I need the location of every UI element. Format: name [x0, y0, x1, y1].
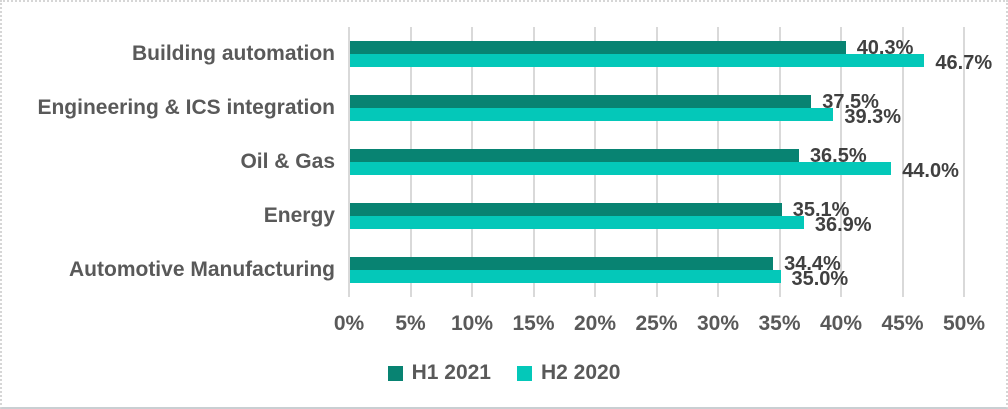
legend-item: H1 2021	[387, 361, 491, 385]
bar	[350, 216, 804, 229]
category-label: Building automation	[132, 42, 335, 65]
bar	[350, 41, 846, 54]
bar	[350, 108, 834, 121]
x-tick-label: 40%	[819, 312, 863, 335]
gridline	[348, 27, 350, 297]
x-tick-label: 15%	[512, 312, 555, 335]
x-tick-label: 30%	[696, 312, 740, 335]
value-label: 34.4%	[784, 252, 841, 275]
legend-label: H1 2021	[411, 361, 491, 384]
bar	[350, 95, 812, 108]
legend-swatch	[517, 365, 532, 381]
value-label: 40.3%	[856, 36, 914, 59]
value-label: 35.1%	[792, 198, 850, 221]
x-tick-label: 0%	[333, 312, 365, 335]
x-tick-label: 5%	[395, 312, 426, 335]
bar	[350, 257, 774, 270]
bar	[350, 270, 781, 283]
value-label: 44.0%	[902, 159, 959, 182]
x-tick-label: 25%	[635, 312, 678, 335]
value-label: 35.0%	[791, 267, 849, 290]
gridline	[963, 27, 965, 297]
value-label: 46.7%	[935, 51, 993, 74]
value-label: 39.3%	[844, 105, 902, 128]
legend-swatch	[387, 365, 403, 381]
value-label: 37.5%	[822, 90, 879, 113]
value-label: 36.9%	[814, 213, 872, 236]
gridline	[901, 27, 904, 297]
category-label: Energy	[263, 204, 335, 227]
x-tick-label: 35%	[758, 312, 801, 335]
x-tick-label: 10%	[450, 312, 494, 335]
x-tick-label: 45%	[881, 312, 924, 335]
legend-item: H2 2020	[517, 361, 620, 385]
legend: H1 2021 H2 2020	[2, 361, 1006, 385]
bar	[350, 203, 782, 216]
bar	[350, 149, 799, 162]
bar	[350, 162, 892, 175]
x-tick-label: 50%	[942, 312, 986, 335]
category-label: Oil & Gas	[240, 150, 335, 173]
category-label: Automotive Manufacturing	[69, 258, 335, 281]
x-tick-label: 20%	[573, 312, 617, 335]
bar	[350, 54, 925, 67]
value-label: 36.5%	[809, 144, 867, 167]
legend-label: H2 2020	[541, 361, 621, 384]
plot-area: 40.3% 37.5% 36.5% 35.1% 34.4% 46.7% 39.3% 44.0%…	[348, 27, 992, 297]
category-label: Engineering & ICS integration	[37, 96, 335, 119]
